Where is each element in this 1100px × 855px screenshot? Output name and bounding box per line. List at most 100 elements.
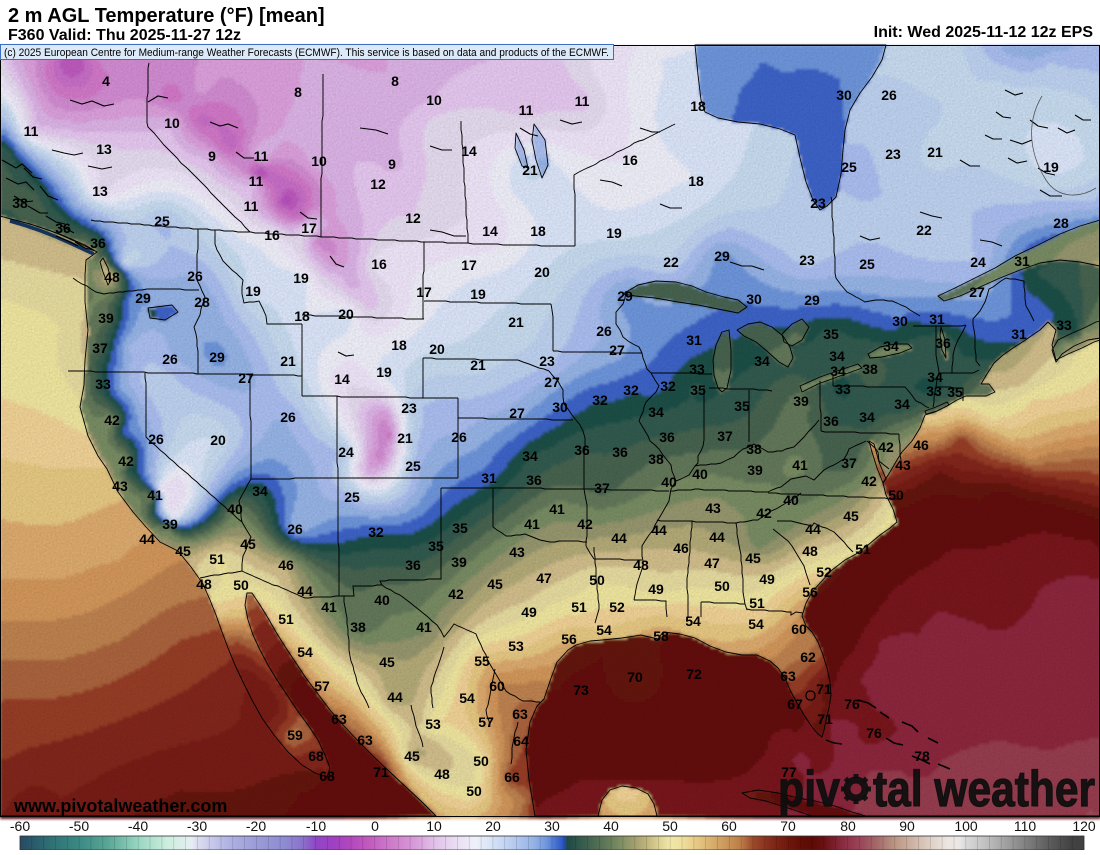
svg-text:44: 44 xyxy=(651,522,667,538)
svg-text:44: 44 xyxy=(709,529,725,545)
svg-text:29: 29 xyxy=(617,288,633,304)
svg-text:41: 41 xyxy=(416,619,432,635)
svg-text:60: 60 xyxy=(721,818,737,834)
svg-text:39: 39 xyxy=(747,462,763,478)
svg-text:49: 49 xyxy=(521,604,537,620)
svg-text:46: 46 xyxy=(278,557,294,573)
svg-text:11: 11 xyxy=(519,102,534,118)
svg-text:54: 54 xyxy=(685,613,701,629)
svg-text:51: 51 xyxy=(855,541,871,557)
svg-text:19: 19 xyxy=(376,364,392,380)
svg-text:17: 17 xyxy=(301,220,317,236)
svg-text:44: 44 xyxy=(297,583,313,599)
svg-text:40: 40 xyxy=(603,818,619,834)
svg-text:55: 55 xyxy=(474,653,490,669)
svg-text:26: 26 xyxy=(451,429,467,445)
svg-text:39: 39 xyxy=(451,554,467,570)
svg-text:20: 20 xyxy=(210,432,226,448)
svg-text:38: 38 xyxy=(862,361,878,377)
svg-text:48: 48 xyxy=(434,766,450,782)
svg-text:60: 60 xyxy=(791,621,807,637)
svg-text:4: 4 xyxy=(102,73,110,89)
svg-text:33: 33 xyxy=(835,381,851,397)
svg-text:17: 17 xyxy=(461,257,477,273)
svg-text:11: 11 xyxy=(244,198,259,214)
svg-text:35: 35 xyxy=(734,398,750,414)
svg-text:18: 18 xyxy=(530,223,546,239)
svg-text:56: 56 xyxy=(561,631,577,647)
svg-text:21: 21 xyxy=(522,162,538,178)
svg-text:48: 48 xyxy=(802,543,818,559)
svg-text:48: 48 xyxy=(633,557,649,573)
svg-text:63: 63 xyxy=(357,732,373,748)
svg-text:40: 40 xyxy=(374,592,390,608)
svg-text:70: 70 xyxy=(780,818,796,834)
svg-text:-50: -50 xyxy=(69,818,89,834)
svg-text:28: 28 xyxy=(1053,215,1069,231)
svg-text:120: 120 xyxy=(1072,818,1096,834)
svg-text:23: 23 xyxy=(799,252,815,268)
svg-text:76: 76 xyxy=(866,725,882,741)
svg-text:36: 36 xyxy=(90,235,106,251)
svg-text:42: 42 xyxy=(448,586,464,602)
svg-text:50: 50 xyxy=(888,487,904,503)
svg-text:47: 47 xyxy=(704,555,720,571)
svg-text:-60: -60 xyxy=(10,818,30,834)
svg-text:10: 10 xyxy=(426,92,442,108)
svg-text:40: 40 xyxy=(661,474,677,490)
svg-text:72: 72 xyxy=(686,666,702,682)
svg-text:51: 51 xyxy=(571,599,587,615)
svg-text:-20: -20 xyxy=(246,818,266,834)
svg-text:11: 11 xyxy=(254,148,269,164)
svg-text:16: 16 xyxy=(264,227,280,243)
svg-text:19: 19 xyxy=(606,225,622,241)
svg-text:50: 50 xyxy=(589,572,605,588)
svg-text:71: 71 xyxy=(817,711,833,727)
svg-text:14: 14 xyxy=(461,143,477,159)
svg-text:36: 36 xyxy=(55,220,71,236)
svg-text:38: 38 xyxy=(648,451,664,467)
svg-text:24: 24 xyxy=(338,444,354,460)
svg-text:21: 21 xyxy=(508,314,524,330)
svg-text:31: 31 xyxy=(686,332,702,348)
svg-text:71: 71 xyxy=(373,764,389,780)
svg-text:68: 68 xyxy=(319,768,335,784)
svg-text:58: 58 xyxy=(653,628,669,644)
svg-text:0: 0 xyxy=(371,818,379,834)
svg-text:18: 18 xyxy=(690,98,706,114)
svg-text:50: 50 xyxy=(466,783,482,799)
svg-text:35: 35 xyxy=(690,382,706,398)
svg-text:28: 28 xyxy=(194,294,210,310)
svg-text:52: 52 xyxy=(816,564,832,580)
svg-text:20: 20 xyxy=(429,341,445,357)
svg-text:20: 20 xyxy=(534,264,550,280)
svg-text:32: 32 xyxy=(368,524,384,540)
svg-text:51: 51 xyxy=(749,595,765,611)
svg-text:31: 31 xyxy=(1011,326,1027,342)
svg-text:34: 34 xyxy=(522,448,538,464)
svg-text:8: 8 xyxy=(294,84,302,100)
svg-text:53: 53 xyxy=(425,716,441,732)
svg-text:38: 38 xyxy=(12,195,28,211)
svg-text:34: 34 xyxy=(859,409,875,425)
svg-text:19: 19 xyxy=(293,270,309,286)
svg-text:10: 10 xyxy=(426,818,442,834)
svg-text:68: 68 xyxy=(308,748,324,764)
svg-text:22: 22 xyxy=(663,254,679,270)
svg-text:45: 45 xyxy=(240,536,256,552)
svg-text:60: 60 xyxy=(489,678,505,694)
svg-text:80: 80 xyxy=(840,818,856,834)
svg-text:30: 30 xyxy=(892,313,908,329)
svg-text:11: 11 xyxy=(575,93,590,109)
svg-text:34: 34 xyxy=(754,353,770,369)
svg-text:39: 39 xyxy=(162,516,178,532)
svg-text:-40: -40 xyxy=(128,818,148,834)
svg-text:57: 57 xyxy=(314,678,330,694)
svg-text:73: 73 xyxy=(573,682,589,698)
svg-text:tal weather: tal weather xyxy=(873,761,1095,817)
svg-text:40: 40 xyxy=(783,492,799,508)
svg-text:30: 30 xyxy=(552,399,568,415)
svg-text:23: 23 xyxy=(539,353,555,369)
svg-text:2 m AGL Temperature (°F) [mean: 2 m AGL Temperature (°F) [mean] xyxy=(8,5,325,27)
svg-text:59: 59 xyxy=(287,727,303,743)
